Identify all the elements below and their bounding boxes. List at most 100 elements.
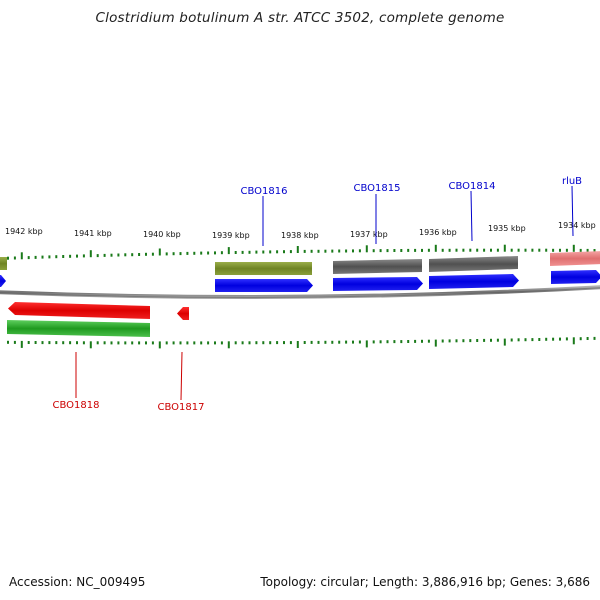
feature-grey-cbo1814[interactable]: [429, 256, 518, 272]
outer-scale-minor-tick: [234, 251, 237, 254]
outer-scale-minor-tick: [13, 256, 16, 260]
feature-pink-rlub[interactable]: [550, 251, 600, 266]
inner-scale-minor-tick: [310, 340, 313, 344]
inner-scale-minor-tick: [455, 339, 458, 343]
accession-label: Accession: NC_009495: [9, 575, 146, 589]
outer-scale-minor-tick: [220, 251, 223, 255]
inner-scale-minor-tick: [96, 341, 99, 345]
outer-scale-minor-tick: [138, 253, 141, 256]
leader-line-rlub: [571, 185, 574, 237]
outer-scale-minor-tick: [469, 248, 472, 252]
inner-scale-minor-tick: [531, 338, 534, 342]
inner-scale-minor-tick: [358, 340, 361, 344]
kbp-label-1939: 1939 kbp: [212, 231, 250, 240]
cds-reverse-cbo1817[interactable]: [177, 307, 189, 320]
inner-scale-minor-tick: [138, 341, 141, 345]
outer-scale-minor-tick: [538, 248, 541, 252]
inner-scale-major-tick: [20, 340, 23, 348]
outer-scale-minor-tick: [317, 249, 320, 253]
gene-label-cbo1814[interactable]: CBO1814: [449, 181, 496, 192]
cds-forward-cbo1816[interactable]: [215, 279, 313, 292]
outer-scale-minor-tick: [269, 250, 272, 254]
outer-scale-minor-tick: [400, 249, 403, 252]
inner-scale-minor-tick: [241, 341, 244, 345]
outer-scale-minor-tick: [345, 249, 348, 253]
outer-scale-minor-tick: [241, 250, 244, 254]
inner-scale-minor-tick: [179, 341, 182, 345]
outer-scale-minor-tick: [76, 254, 78, 258]
inner-scale-minor-tick: [76, 341, 78, 345]
outer-scale-minor-tick: [289, 250, 292, 254]
inner-scale-minor-tick: [13, 340, 16, 344]
outer-scale-minor-tick: [27, 256, 30, 260]
outer-scale-major-tick: [434, 244, 437, 252]
inner-scale-minor-tick: [82, 341, 85, 345]
outer-scale-minor-tick: [358, 249, 361, 253]
kbp-label-1942: 1942 kbp: [5, 227, 43, 236]
inner-scale-minor-tick: [441, 339, 444, 343]
outer-scale-minor-tick: [524, 248, 527, 252]
feature-green-cbo1818[interactable]: [7, 320, 150, 337]
cds-forward-rlub[interactable]: [551, 270, 600, 284]
inner-scale-major-tick: [572, 337, 575, 345]
inner-scale-minor-tick: [490, 338, 492, 342]
inner-scale-minor-tick: [165, 341, 168, 345]
gene-label-cbo1815[interactable]: CBO1815: [354, 183, 401, 194]
kbp-label-1941: 1941 kbp: [74, 229, 112, 238]
gene-label-cbo1818[interactable]: CBO1818: [53, 400, 100, 411]
cds-forward-cbo1814[interactable]: [429, 274, 519, 289]
inner-scale-minor-tick: [7, 340, 9, 344]
outer-scale-minor-tick: [103, 253, 106, 257]
inner-scale-minor-tick: [372, 340, 375, 344]
gene-label-cbo1817[interactable]: CBO1817: [158, 402, 205, 413]
kbp-label-1936: 1936 kbp: [419, 228, 457, 237]
inner-scale-minor-tick: [48, 341, 51, 345]
inner-scale-minor-tick: [220, 341, 223, 345]
inner-scale-minor-tick: [324, 340, 327, 344]
cds-forward-edge[interactable]: [0, 275, 6, 287]
outer-scale-minor-tick: [496, 248, 499, 252]
inner-scale-minor-tick: [69, 341, 72, 345]
outer-scale-major-tick: [158, 248, 161, 256]
outer-scale-major-tick: [296, 246, 299, 253]
outer-scale-minor-tick: [34, 255, 37, 259]
cds-reverse-cbo1818[interactable]: [8, 302, 150, 319]
gene-label-rlub[interactable]: rluB: [562, 176, 582, 187]
outer-scale-minor-tick: [276, 250, 279, 254]
inner-scale-minor-tick: [421, 339, 423, 343]
outer-scale-major-tick: [572, 244, 575, 252]
genome-backbone-shadow: [0, 287, 600, 298]
outer-scale-minor-tick: [407, 248, 410, 252]
inner-scale-major-tick: [434, 339, 437, 347]
gene-label-cbo1816[interactable]: CBO1816: [241, 186, 288, 197]
outer-scale-major-tick: [20, 252, 23, 260]
inner-scale-minor-tick: [517, 338, 520, 342]
kbp-label-1934: 1934 kbp: [558, 221, 596, 230]
outer-scale-ticks: [7, 244, 596, 260]
outer-scale-minor-tick: [124, 253, 127, 257]
cds-forward-cbo1815[interactable]: [333, 277, 423, 291]
outer-scale-minor-tick: [248, 250, 251, 254]
outer-scale-minor-tick: [7, 256, 9, 260]
inner-scale-minor-tick: [124, 341, 127, 345]
outer-scale-major-tick: [503, 244, 506, 252]
inner-scale-minor-tick: [131, 341, 134, 345]
inner-scale-minor-tick: [172, 341, 175, 345]
feature-olive-cbo1816[interactable]: [215, 262, 312, 275]
inner-scale-minor-tick: [117, 341, 120, 345]
outer-scale-minor-tick: [559, 248, 561, 252]
inner-scale-minor-tick: [407, 340, 410, 343]
feature-olive-edge[interactable]: [0, 257, 7, 270]
outer-scale-minor-tick: [565, 248, 568, 252]
inner-scale-minor-tick: [303, 341, 306, 344]
inner-scale-minor-tick: [27, 341, 30, 344]
kbp-label-1935: 1935 kbp: [488, 224, 526, 233]
inner-scale-minor-tick: [262, 341, 265, 345]
inner-scale-minor-tick: [41, 341, 44, 345]
outer-scale-minor-tick: [510, 248, 513, 252]
outer-scale-minor-tick: [462, 248, 465, 252]
outer-scale-minor-tick: [145, 252, 147, 256]
outer-scale-minor-tick: [151, 252, 154, 256]
feature-grey-cbo1815[interactable]: [333, 259, 422, 274]
